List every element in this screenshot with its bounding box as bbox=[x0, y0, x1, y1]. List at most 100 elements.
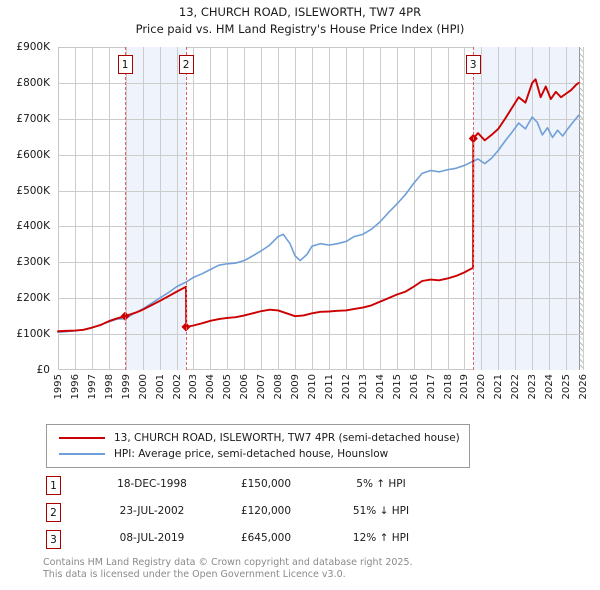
y-axis-tick-label: £600K bbox=[16, 148, 50, 161]
gridline-horizontal bbox=[58, 190, 583, 192]
gridline-vertical bbox=[498, 47, 500, 370]
y-axis-tick-label: £700K bbox=[16, 112, 50, 125]
transaction-price: £645,000 bbox=[240, 532, 292, 544]
transaction-hpi-delta: 51% ↓ HPI bbox=[352, 505, 410, 517]
x-axis-tick-label: 2022 bbox=[510, 374, 522, 400]
sale-event-dashed-line bbox=[125, 47, 127, 370]
gridline-horizontal bbox=[58, 226, 583, 228]
x-axis-tick-label: 1996 bbox=[69, 374, 81, 400]
x-axis-tick-label: 2012 bbox=[340, 374, 352, 400]
x-axis-tick-label: 2008 bbox=[273, 374, 285, 400]
y-axis-tick-label: £800K bbox=[16, 76, 50, 89]
transaction-price: £120,000 bbox=[240, 505, 292, 517]
hpi-line bbox=[57, 114, 580, 334]
x-axis-tick-label: 2014 bbox=[374, 374, 386, 400]
legend-swatch-price-paid bbox=[59, 437, 105, 439]
gridline-vertical bbox=[261, 47, 263, 370]
transaction-date: 23-JUL-2002 bbox=[119, 505, 185, 517]
sale-marker-badge[interactable]: 2 bbox=[178, 55, 194, 74]
x-axis-tick-label: 2019 bbox=[459, 374, 471, 400]
gridline-vertical bbox=[566, 47, 568, 370]
y-axis-tick-label: £200K bbox=[16, 292, 50, 305]
x-axis-tick-label: 2023 bbox=[527, 374, 539, 400]
sale-marker-badge[interactable]: 3 bbox=[465, 55, 481, 74]
gridline-vertical bbox=[74, 47, 76, 370]
gridline-vertical bbox=[481, 47, 483, 370]
title-line-1: 13, CHURCH ROAD, ISLEWORTH, TW7 4PR bbox=[178, 5, 422, 19]
y-axis-tick-label: £300K bbox=[16, 256, 50, 269]
transaction-price: £150,000 bbox=[240, 478, 292, 490]
transaction-index-badge[interactable]: 1 bbox=[46, 476, 61, 495]
gridline-vertical bbox=[362, 47, 364, 370]
no-data-hatched-region bbox=[578, 47, 583, 370]
gridline-horizontal bbox=[58, 154, 583, 156]
gridline-vertical bbox=[244, 47, 246, 370]
gridline-vertical bbox=[396, 47, 398, 370]
transactions-table: 1 18-DEC-1998 £150,000 5% ↑ HPI 2 23-JUL-2002… bbox=[46, 474, 476, 555]
transaction-hpi-delta: 12% ↑ HPI bbox=[352, 532, 410, 544]
gridline-vertical bbox=[278, 47, 280, 370]
table-row[interactable]: 2 23-JUL-2002 £120,000 51% ↓ HPI bbox=[46, 501, 476, 528]
gridline-vertical bbox=[227, 47, 229, 370]
gridline-horizontal bbox=[58, 334, 583, 336]
footer-line-1: Contains HM Land Registry data © Crown c… bbox=[43, 557, 413, 568]
gridline-vertical bbox=[345, 47, 347, 370]
table-row[interactable]: 1 18-DEC-1998 £150,000 5% ↑ HPI bbox=[46, 474, 476, 501]
y-axis-tick-label: £0 bbox=[36, 364, 50, 376]
series-lines bbox=[57, 78, 580, 334]
gridline-vertical bbox=[464, 47, 466, 370]
page-title: 13, CHURCH ROAD, ISLEWORTH, TW7 4PR Pric… bbox=[0, 4, 600, 38]
gridline-vertical bbox=[515, 47, 517, 370]
x-axis-tick-label: 2017 bbox=[425, 374, 437, 400]
gridline-vertical bbox=[142, 47, 144, 370]
legend-row-hpi: HPI: Average price, semi-detached house,… bbox=[53, 446, 463, 462]
x-axis-tick-label: 2011 bbox=[323, 374, 335, 400]
gridline-horizontal bbox=[58, 82, 583, 84]
x-axis-tick-label: 2003 bbox=[188, 374, 200, 400]
gridline-vertical bbox=[108, 47, 110, 370]
x-axis-tick-label: 1998 bbox=[103, 374, 115, 400]
x-axis-tick-label: 1999 bbox=[120, 374, 132, 400]
gridline-vertical bbox=[583, 47, 584, 370]
x-axis-tick-label: 2021 bbox=[493, 374, 505, 400]
x-axis-tick-label: 2025 bbox=[561, 374, 573, 400]
plot-area: 1 2 3 bbox=[57, 47, 584, 370]
x-axis-tick-label: 2026 bbox=[578, 374, 589, 400]
title-line-2: Price paid vs. HM Land Registry's House … bbox=[135, 22, 465, 36]
x-axis-tick-label: 2006 bbox=[239, 374, 251, 400]
gridline-vertical bbox=[91, 47, 93, 370]
legend-row-price-paid: 13, CHURCH ROAD, ISLEWORTH, TW7 4PR (sem… bbox=[53, 430, 463, 446]
x-axis-tick-label: 2000 bbox=[137, 374, 149, 400]
x-axis-tick-label: 2002 bbox=[171, 374, 183, 400]
y-axis-tick-label: £400K bbox=[16, 220, 50, 233]
y-axis-tick-label: £500K bbox=[16, 184, 50, 197]
footer-line-2: This data is licensed under the Open Gov… bbox=[43, 569, 346, 580]
gridline-vertical bbox=[379, 47, 381, 370]
transaction-index-badge[interactable]: 2 bbox=[46, 503, 61, 522]
x-axis-tick-label: 2009 bbox=[290, 374, 302, 400]
y-axis-labels: £0 £100K £200K £300K £400K £500K £600K £700K £80… bbox=[0, 41, 54, 376]
gridline-vertical bbox=[176, 47, 178, 370]
x-axis-tick-label: 2001 bbox=[154, 374, 166, 400]
ownership-period-band bbox=[125, 47, 187, 370]
gridline-vertical bbox=[413, 47, 415, 370]
transaction-index-badge[interactable]: 3 bbox=[46, 530, 61, 549]
x-axis-tick-label: 1997 bbox=[86, 374, 98, 400]
x-axis-tick-label: 2004 bbox=[205, 374, 217, 400]
transaction-hpi-delta: 5% ↑ HPI bbox=[356, 478, 406, 490]
footer-attribution: Contains HM Land Registry data © Crown c… bbox=[43, 557, 563, 581]
transaction-date: 08-JUL-2019 bbox=[119, 532, 185, 544]
x-axis-tick-label: 2015 bbox=[391, 374, 403, 400]
y-axis-tick-label: £100K bbox=[16, 328, 50, 341]
gridline-horizontal bbox=[58, 118, 583, 120]
x-axis-tick-label: 2010 bbox=[307, 374, 319, 400]
x-axis-tick-label: 2024 bbox=[544, 374, 556, 400]
table-row[interactable]: 3 08-JUL-2019 £645,000 12% ↑ HPI bbox=[46, 528, 476, 555]
gridline-vertical bbox=[159, 47, 161, 370]
gridline-vertical bbox=[193, 47, 195, 370]
sale-marker-badge[interactable]: 1 bbox=[117, 55, 133, 74]
x-axis-tick-label: 2007 bbox=[256, 374, 268, 400]
gridline-vertical bbox=[430, 47, 432, 370]
y-axis-tick-label: £900K bbox=[16, 41, 50, 53]
